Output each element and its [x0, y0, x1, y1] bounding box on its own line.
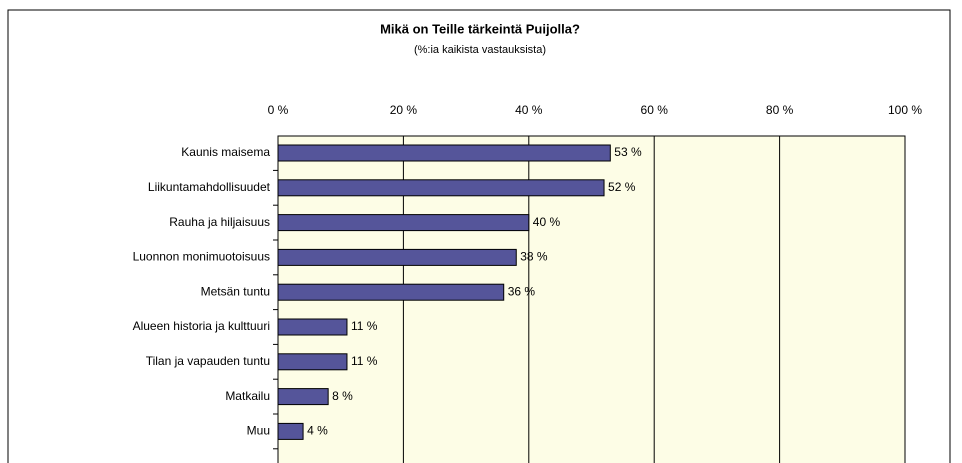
bar	[277, 422, 304, 440]
bar	[277, 283, 505, 301]
x-tick-label: 100 %	[888, 103, 922, 117]
bar	[277, 318, 348, 336]
x-tick-label: 40 %	[515, 103, 543, 117]
bar	[277, 388, 329, 406]
value-label: 53 %	[614, 145, 642, 159]
y-tick-label: Liikuntamahdollisuudet	[148, 180, 271, 194]
y-tick-label: Tilan ja vapauden tuntu	[146, 354, 270, 368]
bar	[277, 353, 348, 371]
value-label: 11 %	[351, 319, 378, 333]
x-tick-label: 0 %	[268, 103, 289, 117]
bar	[277, 179, 605, 197]
chart-subtitle: (%:ia kaikista vastauksista)	[414, 44, 546, 56]
value-label: 8 %	[332, 389, 353, 403]
x-tick-label: 80 %	[766, 103, 794, 117]
y-tick-label: Rauha ja hiljaisuus	[169, 215, 270, 229]
x-tick-label: 20 %	[390, 103, 418, 117]
x-tick-label: 60 %	[641, 103, 669, 117]
y-tick-label: Metsän tuntu	[201, 284, 270, 298]
value-label: 52 %	[608, 180, 636, 194]
value-label: 4 %	[307, 424, 328, 438]
bar	[277, 144, 611, 162]
value-label: 11 %	[351, 354, 378, 368]
y-tick-label: Matkailu	[225, 389, 270, 403]
y-tick-label: Alueen historia ja kulttuuri	[133, 319, 270, 333]
value-label: 36 %	[508, 284, 536, 298]
value-label: 38 %	[520, 250, 548, 264]
bar	[277, 214, 530, 232]
value-label: 40 %	[533, 215, 561, 229]
bar	[277, 248, 517, 266]
y-tick-label: Kaunis maisema	[181, 145, 270, 159]
y-tick-label: Muu	[247, 424, 270, 438]
y-tick-label: Luonnon monimuotoisuus	[133, 250, 270, 264]
chart-title: Mikä on Teille tärkeintä Puijolla?	[380, 21, 580, 36]
